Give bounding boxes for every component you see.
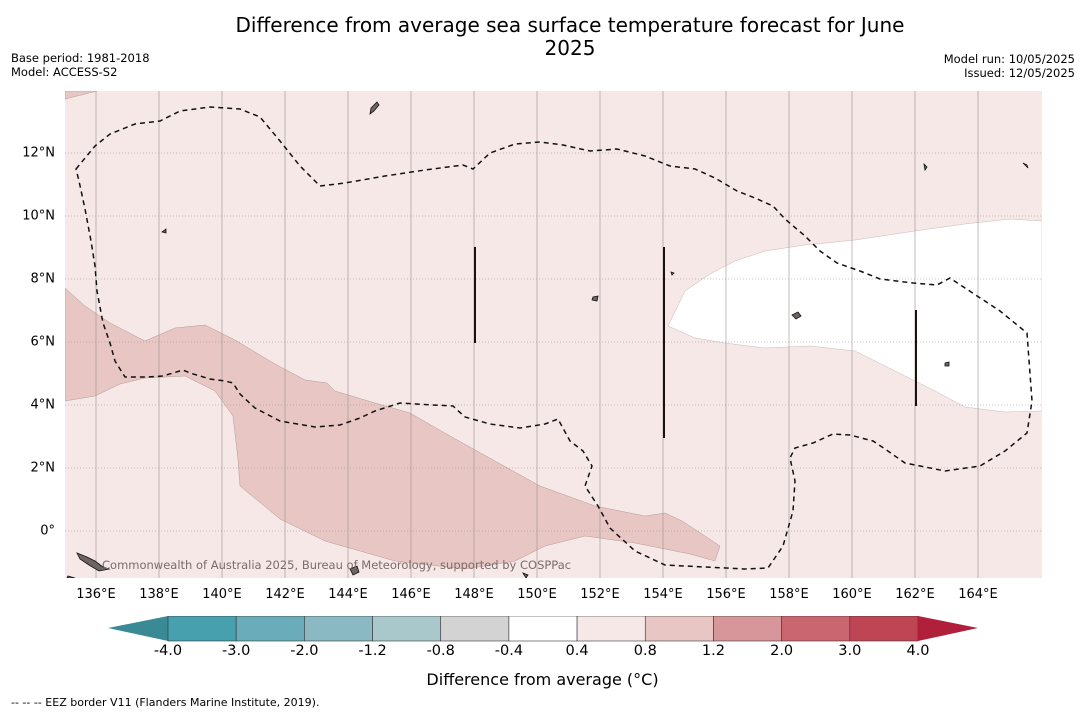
colorbar-tick-label: -2.0	[290, 643, 319, 659]
colorbar-tick-label: -0.8	[426, 643, 455, 659]
x-tick-label: 156°E	[706, 587, 746, 602]
colorbar-tick-label: -3.0	[222, 643, 251, 659]
x-tick-label: 146°E	[391, 587, 431, 602]
colorbar-tick-label: 3.0	[838, 643, 862, 659]
footnote: -- -- -- EEZ border V11 (Flanders Marine…	[11, 696, 320, 709]
colorbar-tick-label: 2.0	[770, 643, 794, 659]
base-period: Base period: 1981-2018	[11, 51, 150, 65]
x-tick-label: 136°E	[76, 587, 116, 602]
colorbar-bin	[440, 616, 510, 642]
colorbar-bin	[235, 616, 305, 642]
colorbar-tick-label: -1.2	[358, 643, 387, 659]
y-tick-label: 8°N	[30, 271, 56, 287]
section-markers	[474, 247, 917, 438]
x-tick-label: 160°E	[832, 587, 872, 602]
x-tick-label: 152°E	[580, 587, 620, 602]
island-pohnpei	[791, 311, 802, 320]
model-name: Model: ACCESS-S2	[11, 65, 118, 79]
colorbar-tick-label: 1.2	[701, 643, 725, 659]
eez-border	[75, 106, 1033, 570]
map-svg	[65, 91, 1042, 578]
islands	[66, 101, 1029, 578]
colorbar-bin	[372, 616, 442, 642]
y-tick-label: 10°N	[22, 208, 55, 224]
colorbar-tick-label: -0.4	[494, 643, 524, 659]
island-yap	[161, 228, 167, 234]
island-kosrae	[944, 361, 950, 367]
colorbar	[108, 616, 978, 642]
island-small-3	[1022, 162, 1029, 169]
chart-title: Difference from average sea surface temp…	[235, 13, 905, 60]
island-chuuk	[591, 295, 599, 302]
colorbar-bins	[167, 616, 919, 642]
colorbar-title: Difference from average (°C)	[426, 670, 659, 689]
model-run: Model run: 10/05/2025	[943, 52, 1075, 66]
meta-left: Base period: 1981-2018 Model: ACCESS-S2	[11, 51, 150, 79]
y-tick-label: 2°N	[30, 460, 56, 476]
x-tick-label: 150°E	[517, 587, 557, 602]
x-tick-label: 154°E	[643, 587, 683, 602]
credit-text: Commonwealth of Australia 2025, Bureau o…	[102, 558, 572, 572]
x-tick-label: 164°E	[958, 587, 998, 602]
colorbar-high-extend	[918, 616, 978, 641]
y-tick-label: 4°N	[30, 397, 56, 413]
colorbar-tick-label: 4.0	[906, 643, 930, 659]
island-small-1	[670, 271, 675, 276]
colorbar-tick-label: 0.8	[633, 643, 657, 659]
x-tick-label: 158°E	[769, 587, 809, 602]
island-small-2	[923, 162, 928, 172]
island-new-guinea-tip	[76, 552, 111, 572]
x-tick-label: 148°E	[454, 587, 494, 602]
x-tick-label: 162°E	[895, 587, 935, 602]
x-tick-label: 142°E	[265, 587, 305, 602]
colorbar-bin	[644, 616, 714, 642]
island-south-2	[522, 572, 529, 578]
x-tick-label: 140°E	[202, 587, 242, 602]
colorbar-bin	[304, 616, 373, 642]
colorbar-bin	[167, 616, 237, 642]
anomaly-corner-nw	[65, 91, 98, 100]
colorbar-bin	[576, 616, 646, 642]
colorbar-bin	[713, 616, 782, 642]
colorbar-bin	[508, 616, 578, 642]
y-tick-label: 6°N	[30, 334, 56, 350]
issued-date: Issued: 12/05/2025	[964, 66, 1075, 80]
anomaly-band-warm	[65, 287, 721, 570]
meta-right: Model run: 10/05/2025 Issued: 12/05/2025	[944, 52, 1075, 80]
y-tick-label: 12°N	[22, 145, 55, 161]
colorbar-bin	[849, 616, 919, 642]
x-tick-label: 144°E	[328, 587, 368, 602]
map-panel	[65, 91, 1042, 578]
island-south-3	[66, 575, 76, 578]
colorbar-low-extend	[108, 616, 168, 641]
island-guam	[369, 101, 380, 115]
colorbar-bin	[781, 616, 851, 642]
y-tick-label: 0°	[40, 523, 55, 539]
x-tick-label: 138°E	[139, 587, 179, 602]
island-south-1	[349, 565, 360, 576]
colorbar-tick-label: -4.0	[153, 643, 183, 659]
colorbar-tick-label: 0.4	[565, 643, 589, 659]
